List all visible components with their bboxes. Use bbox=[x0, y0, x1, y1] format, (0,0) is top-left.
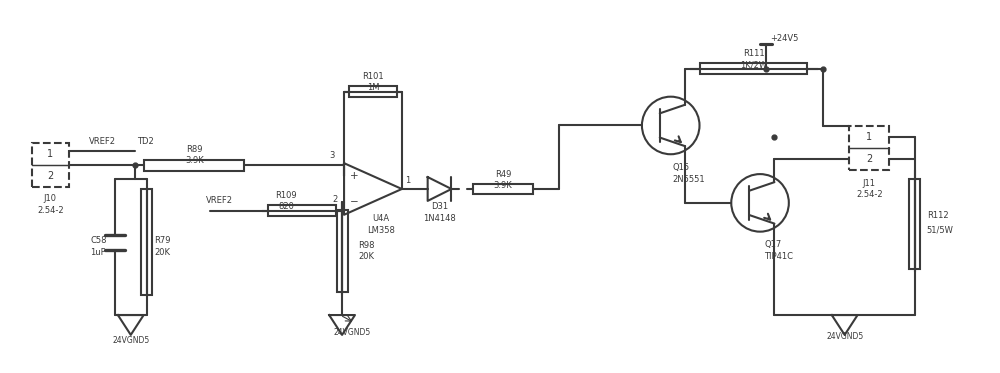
Text: VREF2: VREF2 bbox=[89, 137, 116, 146]
Text: +24V5: +24V5 bbox=[770, 34, 798, 43]
Text: 1: 1 bbox=[47, 149, 53, 159]
Text: R98: R98 bbox=[358, 241, 374, 250]
Text: 1K/2W: 1K/2W bbox=[740, 60, 767, 69]
Text: 20K: 20K bbox=[155, 248, 171, 257]
Text: D31: D31 bbox=[431, 202, 448, 211]
Bar bbox=[700, 63, 807, 74]
Text: C58: C58 bbox=[90, 236, 107, 245]
Text: R89: R89 bbox=[186, 145, 203, 154]
Text: 2: 2 bbox=[866, 154, 872, 164]
Text: 1N4148: 1N4148 bbox=[423, 214, 456, 223]
Bar bbox=[32, 143, 69, 187]
Text: 2N5551: 2N5551 bbox=[673, 175, 705, 184]
Text: 20K: 20K bbox=[358, 253, 374, 261]
Text: R112: R112 bbox=[927, 211, 948, 220]
Text: R101: R101 bbox=[362, 72, 384, 81]
Bar bbox=[144, 160, 244, 170]
Text: LM358: LM358 bbox=[367, 226, 395, 235]
Text: −: − bbox=[350, 197, 358, 207]
Text: R111: R111 bbox=[743, 50, 765, 59]
Text: 3: 3 bbox=[329, 151, 335, 160]
Text: 3.9K: 3.9K bbox=[494, 181, 512, 189]
Text: 1: 1 bbox=[405, 176, 410, 185]
Text: R79: R79 bbox=[155, 236, 171, 245]
Text: 820: 820 bbox=[278, 202, 294, 211]
Text: J11: J11 bbox=[863, 179, 876, 188]
Text: 24VGND5: 24VGND5 bbox=[112, 336, 149, 345]
Text: R49: R49 bbox=[495, 170, 511, 179]
Text: 3.9K: 3.9K bbox=[185, 156, 204, 165]
Bar bbox=[473, 184, 533, 194]
Bar bbox=[268, 206, 336, 216]
Bar bbox=[337, 210, 348, 292]
Bar bbox=[141, 189, 152, 295]
Text: 1M: 1M bbox=[367, 83, 379, 92]
Text: R109: R109 bbox=[275, 191, 297, 200]
Circle shape bbox=[731, 174, 789, 232]
Text: 1: 1 bbox=[866, 132, 872, 142]
Bar bbox=[849, 126, 889, 170]
Circle shape bbox=[642, 97, 700, 154]
Text: +: + bbox=[350, 171, 358, 181]
Text: 2: 2 bbox=[333, 195, 338, 204]
Text: 24VGND5: 24VGND5 bbox=[333, 328, 371, 338]
Text: 1uF: 1uF bbox=[90, 248, 106, 257]
Text: Q17: Q17 bbox=[764, 240, 781, 249]
Text: 2: 2 bbox=[47, 171, 53, 181]
Bar bbox=[349, 86, 397, 97]
Text: 2.54-2: 2.54-2 bbox=[856, 191, 883, 200]
Text: J10: J10 bbox=[44, 194, 57, 203]
Bar bbox=[909, 179, 920, 269]
Text: 2.54-2: 2.54-2 bbox=[37, 206, 64, 215]
Text: 51/5W: 51/5W bbox=[927, 225, 954, 234]
Text: 24VGND5: 24VGND5 bbox=[826, 332, 863, 341]
Text: Q15: Q15 bbox=[673, 163, 690, 172]
Text: VREF2: VREF2 bbox=[206, 197, 233, 206]
Text: TIP41C: TIP41C bbox=[764, 252, 793, 261]
Text: U4A: U4A bbox=[372, 214, 389, 223]
Text: TD2: TD2 bbox=[137, 137, 153, 146]
